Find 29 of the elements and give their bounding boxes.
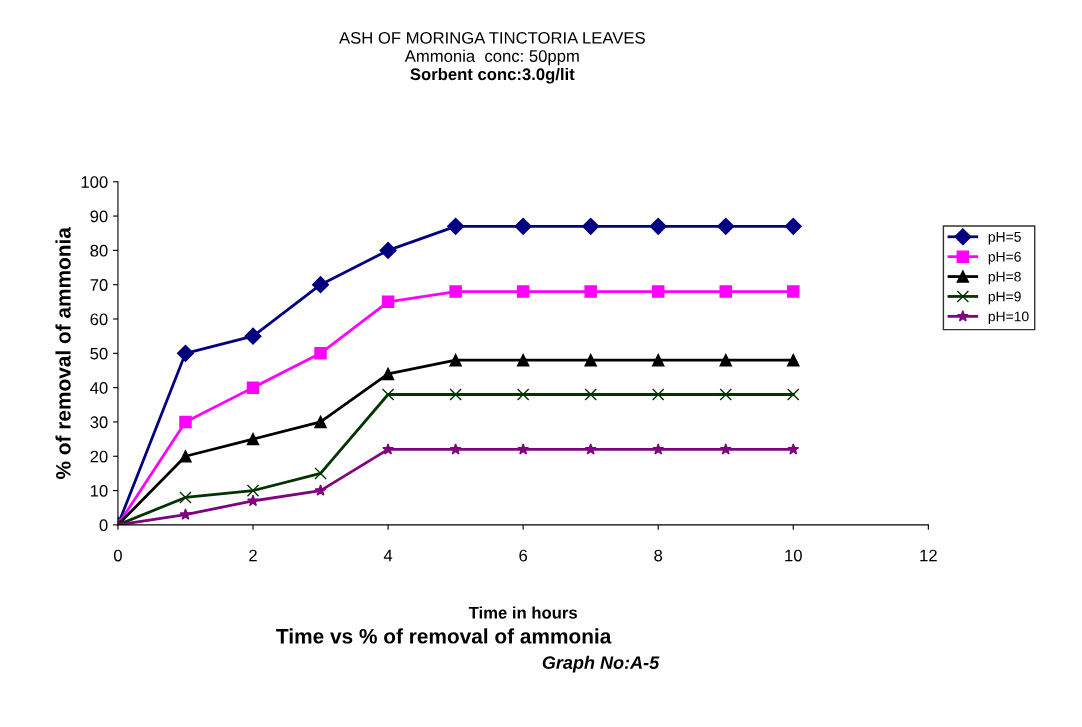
legend-label: pH=9 — [988, 291, 1021, 305]
x-axis-title: Time in hours — [468, 606, 577, 619]
y-tick-label: 60 — [90, 313, 108, 326]
y-tick-label: 80 — [90, 244, 108, 257]
y-tick-label: 40 — [90, 382, 108, 394]
y-tick-label: 10 — [90, 484, 108, 497]
x-tick-label: 6 — [519, 549, 528, 562]
legend-label: pH=10 — [988, 311, 1029, 325]
x-tick-label: 8 — [654, 549, 663, 562]
y-tick-label: 70 — [90, 279, 108, 291]
y-tick-label: 50 — [90, 347, 108, 360]
x-tick-label: 10 — [785, 549, 802, 562]
text: Time vs % of removal of ammonia — [276, 628, 612, 644]
y-tick-label: 30 — [90, 416, 108, 429]
y-tick-label: 90 — [90, 210, 108, 223]
text: Graph No:A-5 — [542, 655, 660, 673]
legend-label: pH=8 — [988, 271, 1021, 285]
y-tick-label: 0 — [99, 519, 108, 532]
chart-title: ASH OF MORINGA TINCTORIA LEAVES — [339, 31, 645, 44]
y-tick-label: 100 — [81, 176, 108, 188]
chart-subtitle: Ammonia conc: 50ppm Sorbent conc:3.0g/lit — [404, 49, 579, 84]
x-tick-label: 12 — [920, 549, 937, 562]
x-tick-label: 4 — [383, 549, 393, 562]
legend-label: pH=6 — [988, 251, 1021, 265]
y-tick-label: 20 — [90, 450, 108, 463]
x-tick-label: 2 — [249, 549, 257, 562]
legend-label: pH=5 — [988, 232, 1021, 245]
y-axis-title: % of removal of ammonia — [55, 227, 71, 479]
x-tick-label: 0 — [113, 549, 122, 562]
